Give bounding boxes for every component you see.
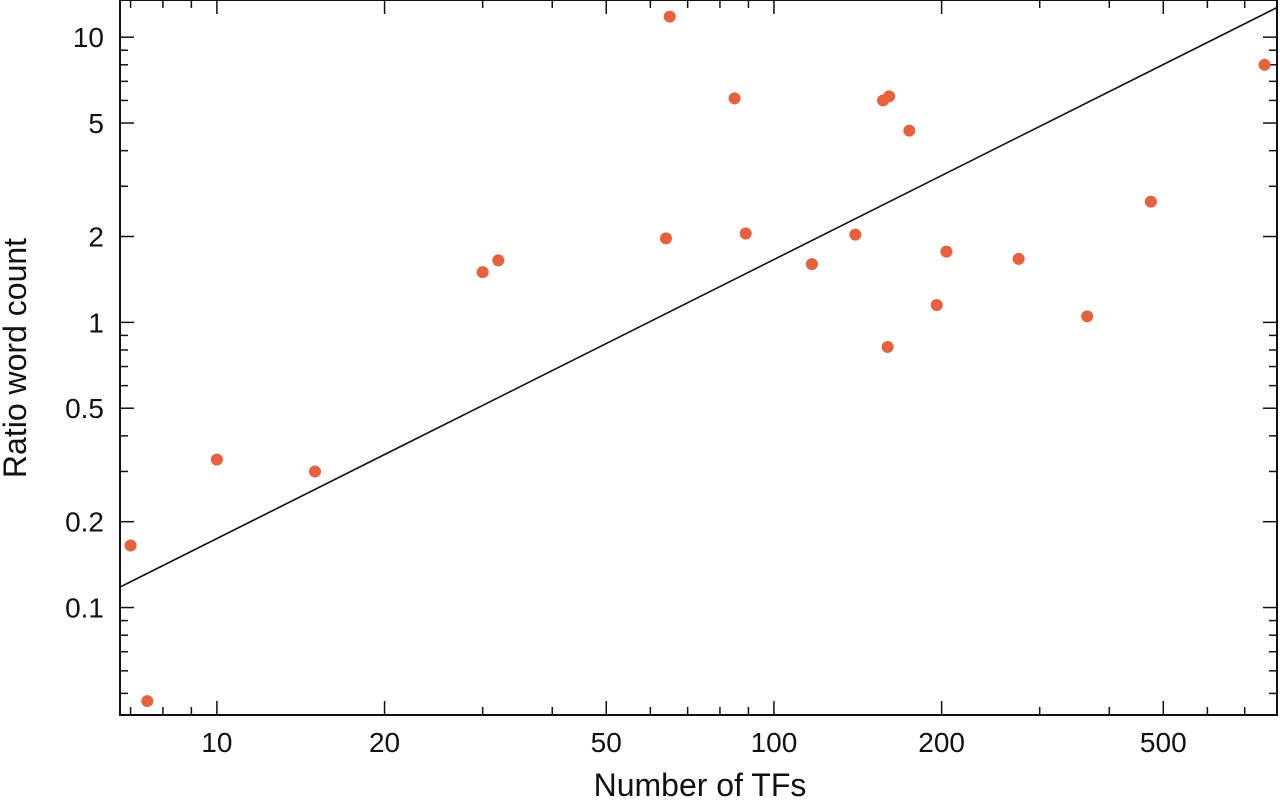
y-tick-label: 2 [88,222,104,253]
x-tick-label: 20 [369,727,400,758]
data-point [940,245,953,258]
data-point [210,453,223,466]
y-tick-label: 1 [88,307,104,338]
y-axis-label: Ratio word count [0,238,33,478]
fit-line [119,6,1278,588]
x-tick-label: 500 [1140,727,1187,758]
y-tick-label: 0.5 [65,393,104,424]
data-point [663,10,676,23]
y-tick-label: 5 [88,108,104,139]
data-point [805,258,818,271]
y-tick-label: 0.1 [65,593,104,624]
y-axis-ticks: 0.1 0.2 0.5 1 2 5 10 [65,22,1277,695]
y-tick-label: 0.2 [65,507,104,538]
data-point [930,299,943,312]
x-tick-label: 100 [751,727,798,758]
data-point [849,228,862,241]
regression-line [119,6,1278,588]
y-tick-label: 10 [73,22,104,53]
data-point [739,227,752,240]
data-point [883,90,896,103]
data-point [903,124,916,137]
x-tick-label: 50 [591,727,622,758]
data-point [492,254,505,267]
data-point [476,266,489,279]
data-point [659,232,672,245]
data-point [1258,58,1271,71]
data-point [1081,310,1094,323]
x-axis-ticks: 10 20 50 100 200 500 [129,0,1278,758]
data-point [308,465,321,478]
x-axis-label: Number of TFs [594,767,807,800]
data-point [881,340,894,353]
plot-frame [119,0,1278,716]
data-point [124,539,137,552]
data-point [1012,252,1025,265]
data-point [728,92,741,105]
data-points [124,10,1271,708]
data-point [141,695,154,708]
x-tick-label: 10 [201,727,232,758]
x-tick-label: 200 [918,727,965,758]
data-point [1144,195,1157,208]
